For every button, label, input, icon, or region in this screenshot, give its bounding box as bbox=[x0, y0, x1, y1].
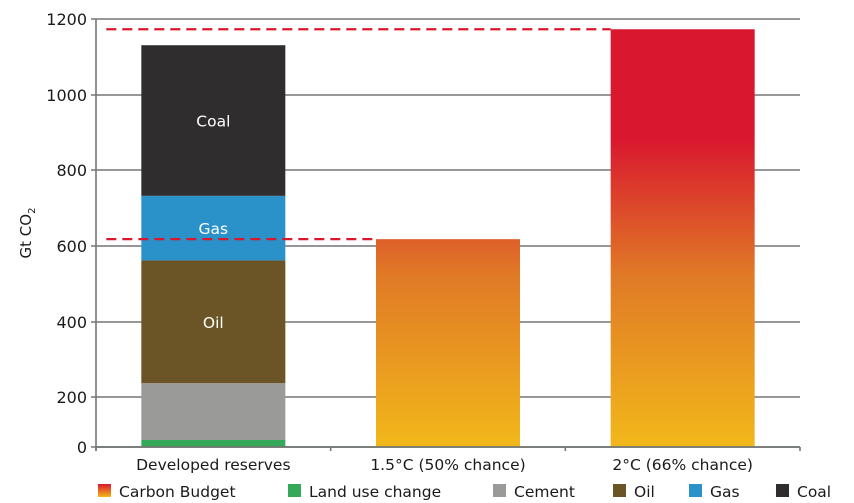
bar-carbon-budget-1 bbox=[376, 239, 520, 447]
legend-label: Carbon Budget bbox=[119, 483, 236, 501]
y-axis-label-text: Gt CO bbox=[17, 214, 35, 259]
legend-label: Coal bbox=[797, 483, 831, 501]
legend-swatch bbox=[689, 484, 702, 497]
y-tick-label: 1200 bbox=[46, 10, 87, 29]
bar-land-use-change-0 bbox=[141, 440, 286, 447]
bar-carbon-budget-2 bbox=[610, 29, 755, 447]
y-axis-ticks: 0 200 400 600 800 1000 1200 bbox=[46, 10, 87, 457]
y-axis-label: Gt CO2 bbox=[17, 208, 38, 259]
y-tick-label: 400 bbox=[56, 313, 87, 332]
bar-cement-0 bbox=[141, 383, 286, 440]
x-axis-labels: Developed reserves 1.5°C (50% chance) 2°C … bbox=[136, 456, 753, 474]
legend: Carbon Budget Land use change Cement Oil Gas… bbox=[98, 483, 831, 501]
y-tick-label: 600 bbox=[56, 237, 87, 256]
legend-swatch bbox=[98, 484, 111, 497]
segment-label-oil: Oil bbox=[203, 314, 224, 332]
y-axis-label-subscript: 2 bbox=[27, 208, 38, 214]
bars: Oil Gas Coal bbox=[141, 29, 755, 447]
y-tick-label: 1000 bbox=[46, 86, 87, 105]
legend-label: Land use change bbox=[309, 483, 441, 501]
legend-swatch bbox=[288, 484, 301, 497]
legend-swatch bbox=[776, 484, 789, 497]
legend-item-gas: Gas bbox=[689, 483, 740, 501]
legend-swatch bbox=[493, 484, 506, 497]
x-category-label: 1.5°C (50% chance) bbox=[370, 456, 525, 474]
x-category-label: Developed reserves bbox=[136, 456, 290, 474]
reference-lines bbox=[106, 28, 611, 241]
segment-label-gas: Gas bbox=[199, 220, 229, 238]
bar-gas-0 bbox=[141, 195, 286, 261]
legend-item-carbon-budget: Carbon Budget bbox=[98, 483, 236, 501]
bar-coal-0 bbox=[141, 45, 286, 196]
legend-item-coal: Coal bbox=[776, 483, 831, 501]
legend-item-oil: Oil bbox=[613, 483, 655, 501]
x-axis bbox=[95, 446, 801, 451]
legend-swatch bbox=[613, 484, 626, 497]
y-tick-label: 800 bbox=[56, 161, 87, 180]
legend-label: Oil bbox=[634, 483, 655, 501]
segment-label-coal: Coal bbox=[196, 113, 230, 131]
y-tick-label: 0 bbox=[77, 438, 87, 457]
y-tick-label: 200 bbox=[56, 388, 87, 407]
legend-item-land-use-change: Land use change bbox=[288, 483, 441, 501]
x-category-label: 2°C (66% chance) bbox=[612, 456, 753, 474]
legend-label: Gas bbox=[710, 483, 740, 501]
bar-oil-0 bbox=[141, 260, 286, 384]
legend-label: Cement bbox=[514, 483, 575, 501]
legend-item-cement: Cement bbox=[493, 483, 575, 501]
